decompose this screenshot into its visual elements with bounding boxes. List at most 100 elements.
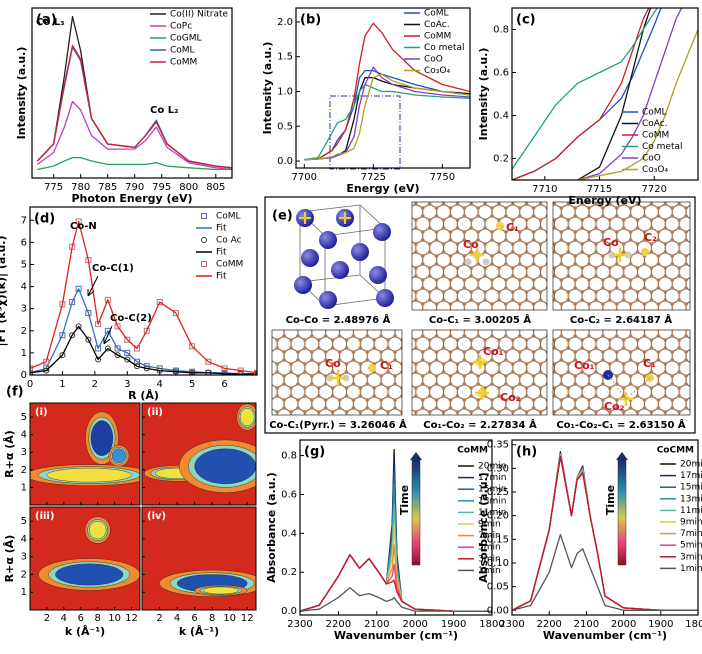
contour-peak — [203, 586, 239, 595]
x-axis-label: k (Å⁻¹) — [65, 625, 105, 638]
legend-label: CoMM — [170, 58, 197, 68]
legend-label: 9min — [680, 518, 702, 528]
caption: Co₁-Co₂-C₁ = 2.63150 Å — [556, 418, 686, 431]
atoms — [326, 364, 376, 386]
panel-label: (b) — [300, 13, 321, 28]
zoom-box — [329, 95, 401, 170]
y-tick-label: 1.5 — [277, 52, 293, 63]
atom-label: C₁ — [380, 359, 393, 372]
unit-cell — [294, 204, 394, 309]
series-group — [512, 451, 698, 611]
y-tick-label: 4 — [21, 534, 27, 545]
line — [304, 83, 470, 161]
line — [512, 452, 698, 611]
legend-label: 13min — [478, 496, 506, 506]
panel-label: (f) — [6, 385, 24, 400]
panel-label: (h) — [516, 445, 537, 460]
plot-frame — [29, 506, 141, 611]
marker — [114, 352, 121, 359]
legend-label: 17min — [478, 473, 506, 483]
marker — [30, 365, 33, 372]
y-tick-label: 1.0 — [277, 86, 293, 97]
legend-label: 7min — [680, 529, 702, 539]
y-axis-label: R+α (Å) — [3, 430, 16, 478]
x-tick-label: 1800 — [685, 619, 702, 630]
legend-swatch — [201, 237, 207, 243]
colorbar — [411, 459, 421, 566]
marker — [172, 310, 179, 317]
legend-label: 15min — [478, 485, 506, 495]
line — [512, 533, 698, 611]
marker — [205, 358, 212, 365]
chart-title: CoCMM — [657, 446, 694, 456]
y-axis-label: Absorbance (a.u.) — [265, 472, 278, 583]
panel-label: (d) — [34, 212, 55, 227]
y-tick-label: 4 — [21, 282, 27, 293]
marker — [85, 336, 92, 343]
marker — [189, 343, 196, 350]
x-tick-label: 2100 — [364, 619, 389, 630]
annotation: Co L₃ — [36, 17, 64, 28]
line — [300, 554, 492, 612]
line — [574, 8, 652, 180]
x-tick-label: 12 — [125, 613, 138, 624]
arrow — [87, 275, 99, 297]
y-axis-label: Absorbance (a.u.) — [477, 472, 490, 583]
x-tick-label: 2000 — [402, 619, 427, 630]
x-axis-label: R (Å) — [128, 389, 159, 402]
x-tick-label: 775 — [44, 182, 63, 193]
y-tick-label: 0.25 — [487, 487, 509, 498]
legend-label: 9min — [478, 520, 501, 530]
y-axis-label: Intensity (a.u.) — [15, 47, 28, 140]
x-axis-label: Photon Energy (eV) — [71, 192, 192, 205]
marker — [59, 332, 66, 339]
line — [512, 454, 698, 611]
marker — [85, 310, 92, 317]
x-tick-label: 795 — [152, 182, 171, 193]
line — [574, 8, 683, 180]
line — [512, 8, 650, 180]
y-axis-label: Intensity (a.u.) — [261, 42, 274, 135]
y-tick-label: 0.35 — [487, 440, 509, 451]
contour-peak — [90, 420, 114, 456]
legend-label: CoML — [216, 212, 241, 222]
legend-label: 11min — [680, 506, 702, 516]
legend-label: 1min — [478, 566, 501, 576]
legend-label: Co metal — [424, 43, 465, 53]
atom-label: C₁ — [506, 221, 519, 234]
lattice — [411, 329, 548, 416]
y-tick-label: 3 — [21, 552, 27, 563]
plot-frame — [29, 402, 141, 506]
marker — [143, 327, 150, 334]
atom-label: Co₁ — [483, 345, 504, 358]
legend-label: CoML — [170, 46, 195, 56]
colorbar-arrow — [616, 452, 628, 460]
legend-label: CoMM — [642, 131, 669, 141]
marker — [134, 345, 141, 352]
contour-peak — [89, 521, 107, 540]
legend-label: 5min — [680, 541, 702, 551]
y-tick-label: 0.8 — [493, 25, 509, 36]
atom-label: Co — [603, 236, 619, 249]
line — [30, 325, 257, 375]
plot-frame — [29, 206, 258, 376]
legend-label: CoO — [642, 154, 661, 164]
contour-peak — [194, 448, 256, 485]
plot-frame — [31, 7, 233, 179]
y-tick-label: 0 — [21, 370, 27, 381]
x-tick-label: 4 — [61, 613, 67, 624]
atom-label: Co₂ — [604, 400, 625, 413]
caption: Co₁-Co₂ = 2.27834 Å — [423, 418, 537, 431]
legend-label: CoML — [642, 108, 667, 118]
colorbar-label: Time — [604, 485, 617, 515]
marker — [114, 345, 121, 352]
line — [300, 587, 492, 612]
y-tick-label: 0.4 — [493, 111, 509, 122]
marker — [114, 323, 121, 330]
legend-label: Co metal — [642, 142, 683, 152]
legend-label: CoGML — [170, 34, 202, 44]
marker — [124, 349, 131, 356]
panel-label: (g) — [304, 445, 325, 460]
legend-label: 7min — [478, 531, 501, 541]
atoms — [603, 370, 654, 406]
